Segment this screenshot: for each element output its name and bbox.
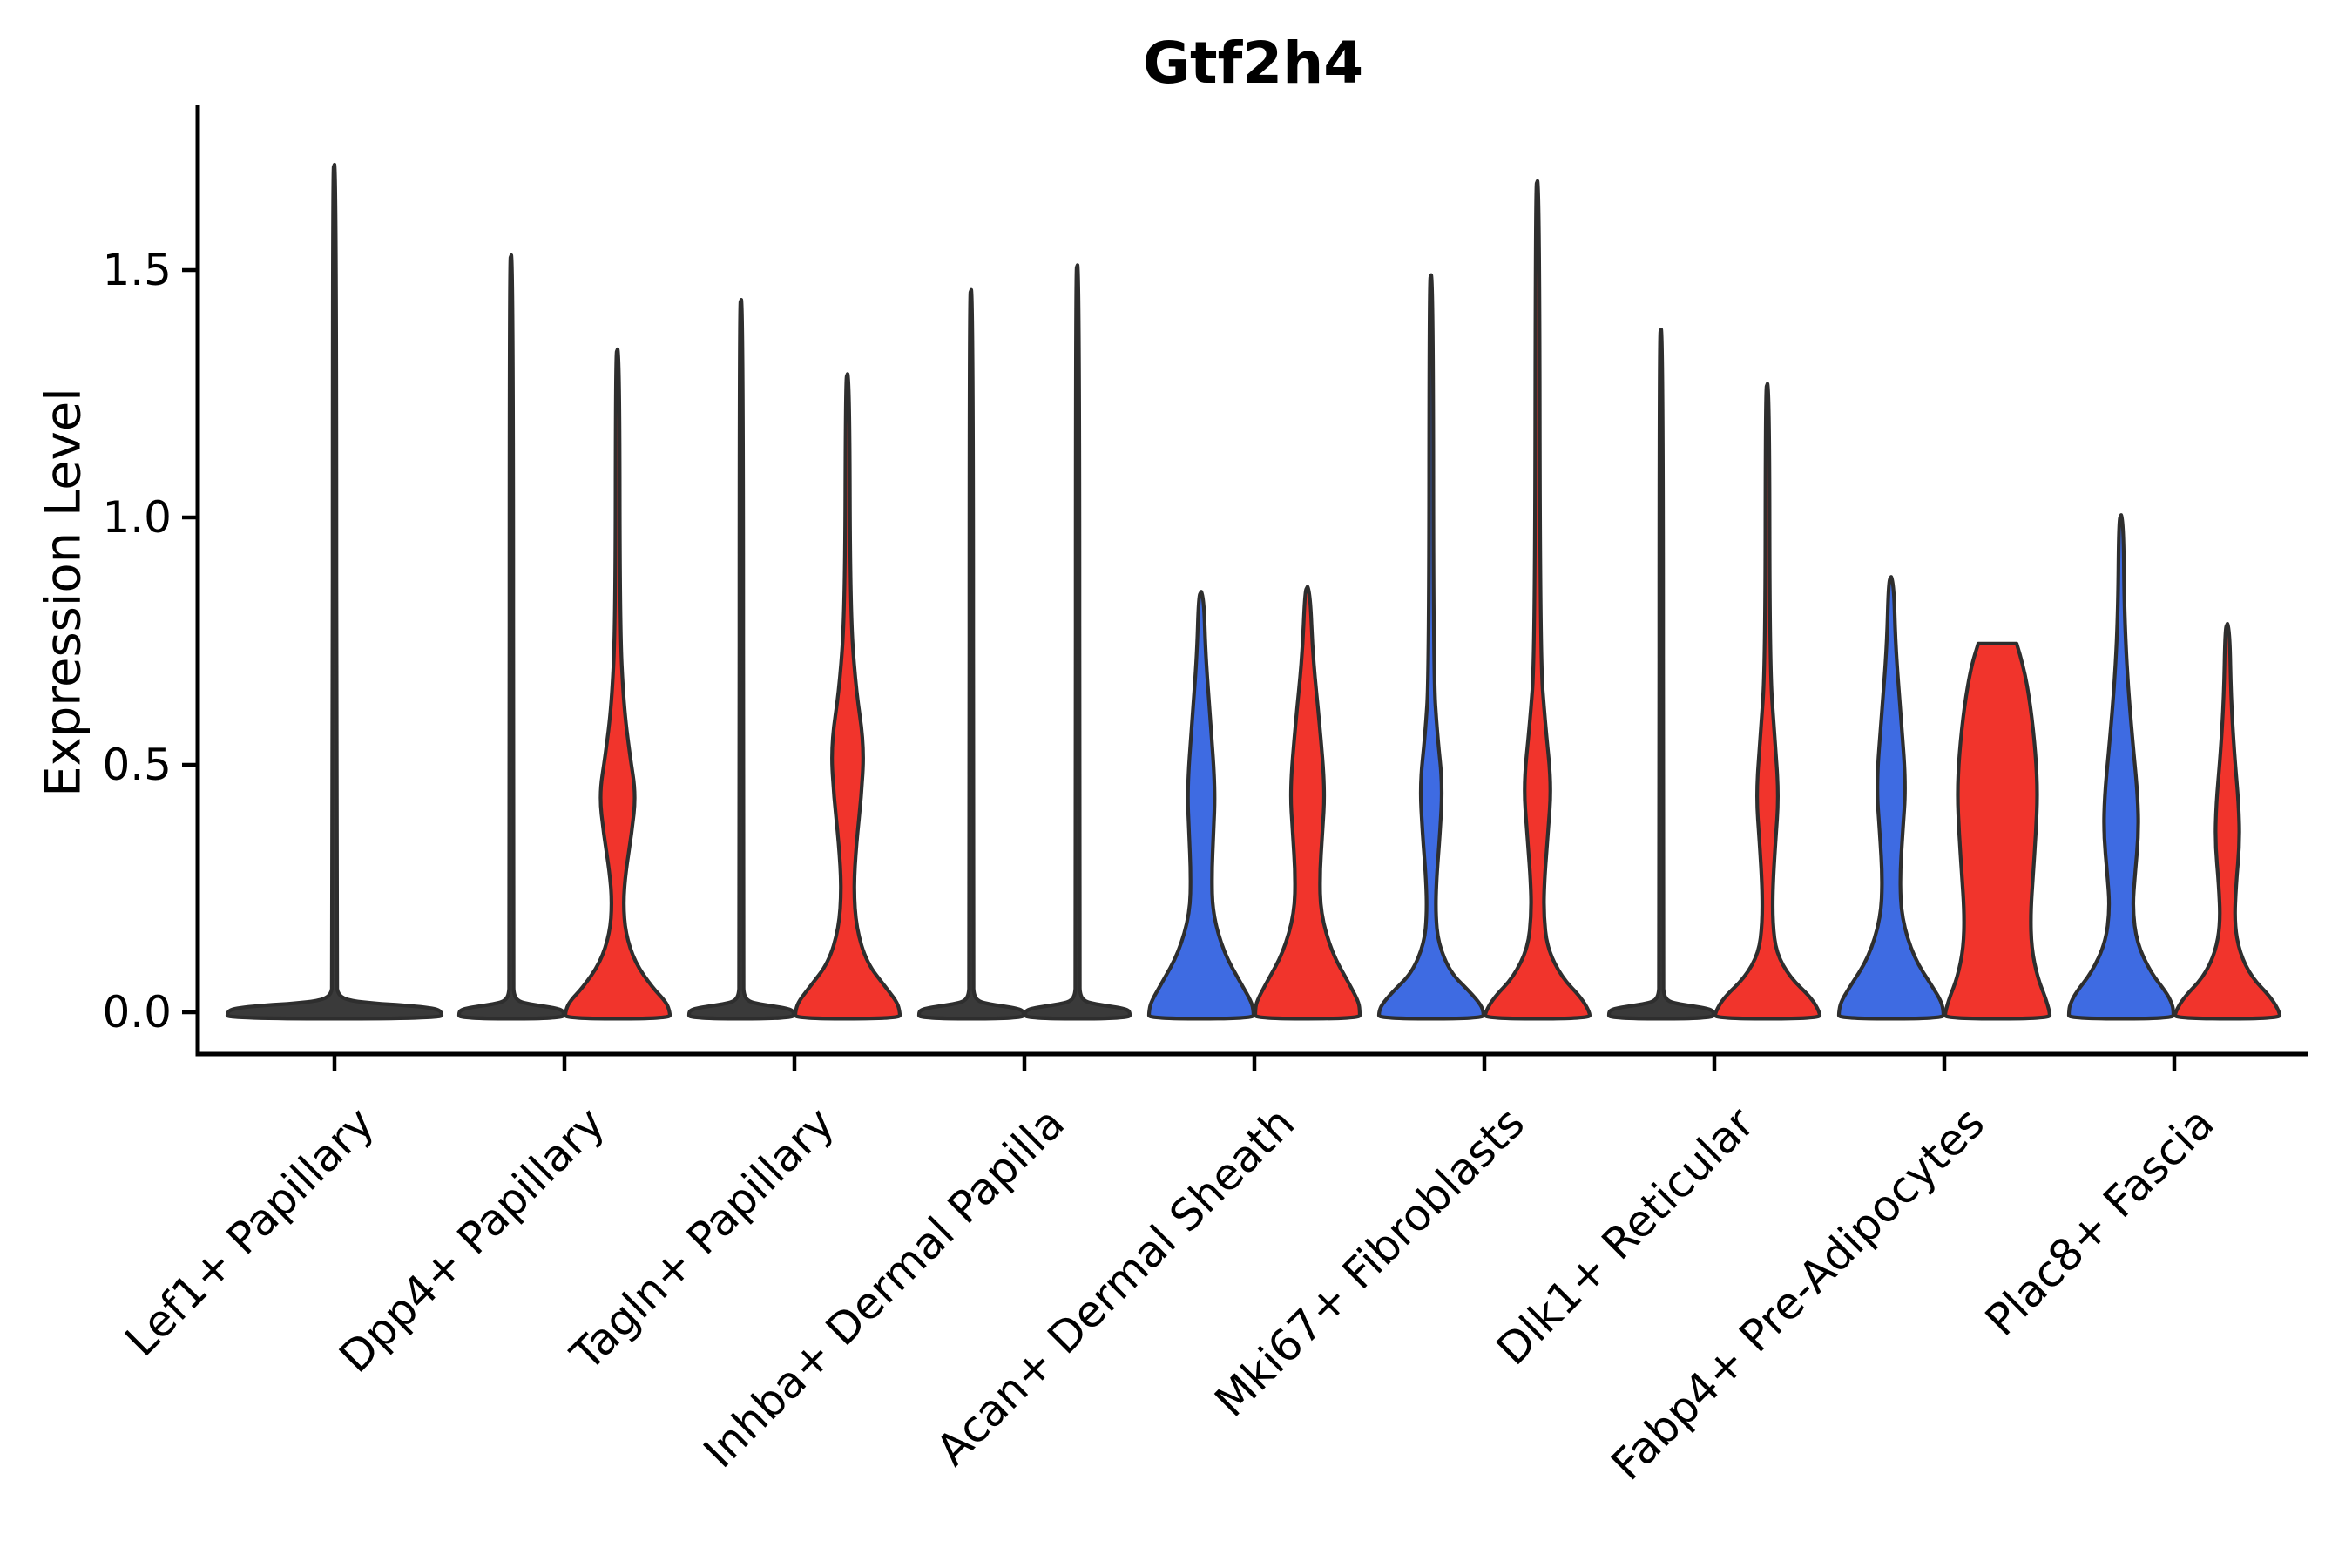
y-tick-label: 1.5 [102,245,172,295]
violin-flat-Dlk1+ Reticular [1606,328,1716,1021]
violin-red-Plac8+ Fascia [2173,622,2282,1021]
violin-red-Acan+ Dermal Sheath [1253,585,1362,1021]
chart-title: Gtf2h4 [1142,30,1364,97]
y-tick-label: 0.5 [102,740,172,790]
violin-flat-Inhba+ Dermal Papilla [1023,263,1132,1021]
y-tick-label: 0.0 [102,987,172,1037]
violin-flat-Lef1+ Papillary [225,162,444,1021]
violin-red-Dlk1+ Reticular [1713,382,1822,1021]
violin-blue-Fabp4+ Pre-Adipocytes [1836,575,1946,1021]
violin-red-Mki67+ Fibroblasts [1483,179,1592,1021]
violin-flat-Dpp4+ Papillary [456,253,566,1021]
violin-red-Tagln+ Papillary [793,372,902,1021]
violin-flat-Inhba+ Dermal Papilla [916,287,1026,1021]
y-tick-label: 1.0 [102,492,172,543]
violin-blue-Mki67+ Fibroblasts [1376,273,1486,1021]
violin-red-Dpp4+ Papillary [563,347,672,1021]
violin-red-Fabp4+ Pre-Adipocytes [1943,641,2052,1021]
violin-flat-Tagln+ Papillary [686,298,796,1021]
violin-blue-Plac8+ Fascia [2066,513,2176,1021]
violin-blue-Acan+ Dermal Sheath [1146,590,1256,1021]
